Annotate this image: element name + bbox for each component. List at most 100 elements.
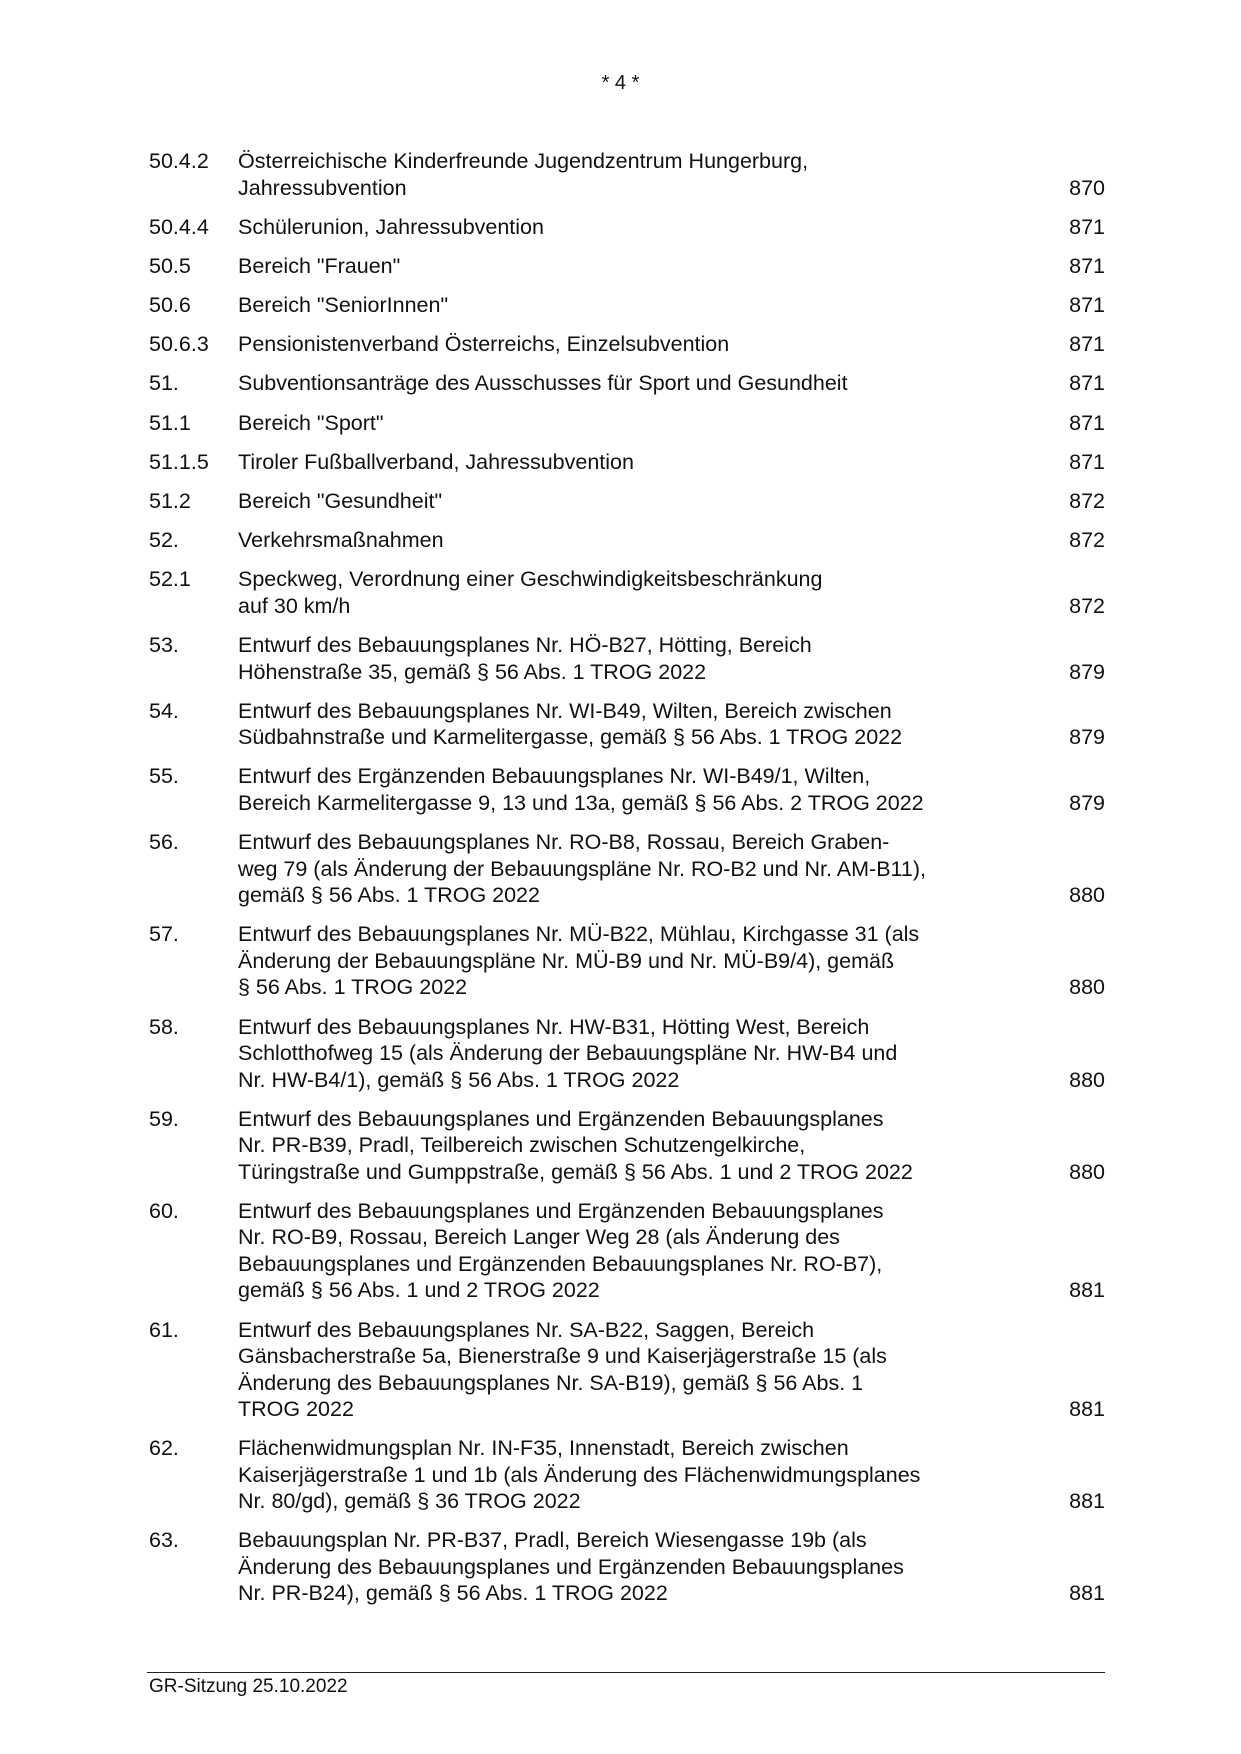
entry-page: 879 (1069, 790, 1105, 815)
entry-number: 54. (149, 698, 179, 723)
entry-title-line: gemäß § 56 Abs. 1 und 2 TROG 2022 (238, 1278, 600, 1303)
entry-title-line: Jahressubvention (238, 175, 407, 200)
entry-number: 50.6 (149, 293, 191, 318)
entry-title-line: Bereich Karmelitergasse 9, 13 und 13a, g… (238, 790, 924, 815)
page-number-header: * 4 * (601, 72, 640, 94)
entry-page: 871 (1069, 410, 1105, 435)
entry-title-line: Nr. PR-B39, Pradl, Teilbereich zwischen … (238, 1133, 806, 1158)
entry-title: Entwurf des Bebauungsplanes Nr. MÜ-B22, … (238, 921, 1045, 1001)
entry-title-line: TROG 2022 (238, 1397, 354, 1422)
toc-entry: 51. Subventionsanträge des Ausschusses fü… (149, 370, 1105, 397)
entry-title: Pensionistenverband Österreichs, Einzels… (238, 331, 1045, 358)
entry-title-line: Entwurf des Bebauungsplanes Nr. MÜ-B22, … (238, 922, 920, 947)
entry-number: 50.5 (149, 253, 191, 278)
entry-title: Tiroler Fußballverband, Jahressubvention (238, 449, 1045, 476)
entry-title: Flächenwidmungsplan Nr. IN-F35, Innensta… (238, 1435, 1045, 1515)
entry-title-line: Bereich "Gesundheit" (238, 489, 443, 513)
entry-page: 872 (1069, 528, 1105, 553)
entry-title-line: Flächenwidmungsplan Nr. IN-F35, Innensta… (238, 1436, 849, 1461)
entry-title: Entwurf des Bebauungsplanes Nr. HW-B31, … (238, 1014, 1045, 1094)
entry-title-line: Bebauungsplan Nr. PR-B37, Pradl, Bereich… (238, 1528, 867, 1553)
toc-entry: 50.4.4 Schülerunion, Jahressubvention 871 (149, 214, 1105, 241)
entry-number: 51.1.5 (149, 449, 209, 474)
entry-title-line: Tiroler Fußballverband, Jahressubvention (238, 449, 634, 474)
entry-title: Entwurf des Bebauungsplanes Nr. RO-B8, R… (238, 829, 1045, 909)
entry-page: 880 (1069, 1067, 1105, 1092)
entry-title: Bereich "Frauen" (238, 253, 1045, 280)
entry-title-line: Subventionsanträge des Ausschusses für S… (238, 371, 848, 396)
entry-title: Bebauungsplan Nr. PR-B37, Pradl, Bereich… (238, 1527, 1045, 1607)
entry-number: 62. (149, 1436, 179, 1461)
toc-entry: 50.4.2 Österreichische Kinderfreunde Juge… (149, 148, 1105, 201)
entry-number: 52.1 (149, 567, 191, 592)
entry-page: 872 (1069, 489, 1105, 513)
entry-number: 50.4.4 (149, 214, 209, 239)
entry-title-line: Nr. RO-B9, Rossau, Bereich Langer Weg 28… (238, 1225, 840, 1250)
entry-title-line: Entwurf des Bebauungsplanes Nr. RO-B8, R… (238, 830, 890, 855)
entry-title-line: Änderung des Bebauungsplanes Nr. SA-B19)… (238, 1370, 864, 1395)
toc-entry: 63. Bebauungsplan Nr. PR-B37, Pradl, Bere… (149, 1527, 1105, 1607)
toc-entry: 51.2 Bereich "Gesundheit" 872 (149, 488, 1105, 515)
entry-title: Entwurf des Bebauungsplanes Nr. HÖ-B27, … (238, 632, 1045, 685)
entry-title-line: Bebauungsplanes und Ergänzenden Bebauung… (238, 1251, 883, 1276)
toc-entry: 59. Entwurf des Bebauungsplanes und Ergän… (149, 1106, 1105, 1186)
entry-title-line: Entwurf des Bebauungsplanes und Ergänzen… (238, 1198, 884, 1223)
entry-number: 56. (149, 830, 179, 855)
entry-title-line: Höhenstraße 35, gemäß § 56 Abs. 1 TROG 2… (238, 659, 707, 684)
entry-page: 881 (1069, 1397, 1105, 1422)
entry-page: 881 (1069, 1489, 1105, 1514)
entry-title: Österreichische Kinderfreunde Jugendzent… (238, 148, 1045, 201)
entry-number: 61. (149, 1317, 179, 1342)
entry-number: 60. (149, 1198, 179, 1223)
entry-number: 57. (149, 922, 179, 947)
entry-title-line: Änderung der Bebauungspläne Nr. MÜ-B9 un… (238, 948, 895, 973)
entry-title-line: weg 79 (als Änderung der Bebauungspläne … (238, 856, 926, 881)
entry-page: 871 (1069, 371, 1105, 396)
entry-title-line: Änderung des Bebauungsplanes und Ergänze… (238, 1554, 904, 1579)
toc-entry: 58. Entwurf des Bebauungsplanes Nr. HW-B3… (149, 1014, 1105, 1094)
entry-page: 871 (1069, 332, 1105, 357)
entry-page: 872 (1069, 593, 1105, 618)
entry-title-line: Bereich "Frauen" (238, 253, 401, 278)
entry-title-line: gemäß § 56 Abs. 1 TROG 2022 (238, 883, 540, 908)
entry-title-line: Nr. PR-B24), gemäß § 56 Abs. 1 TROG 2022 (238, 1581, 668, 1606)
entry-number: 58. (149, 1014, 179, 1039)
entry-title-line: Schlotthofweg 15 (als Änderung der Bebau… (238, 1041, 898, 1065)
toc-entry: 51.1.5 Tiroler Fußballverband, Jahressubv… (149, 449, 1105, 476)
entry-number: 50.6.3 (149, 332, 209, 357)
entry-page: 871 (1069, 293, 1105, 318)
entry-title: Entwurf des Bebauungsplanes und Ergänzen… (238, 1198, 1045, 1304)
entry-title-line: § 56 Abs. 1 TROG 2022 (238, 975, 468, 1000)
entry-title-line: Entwurf des Bebauungsplanes und Ergänzen… (238, 1106, 884, 1131)
entry-title-line: Entwurf des Bebauungsplanes Nr. HÖ-B27, … (238, 633, 812, 658)
entry-page: 871 (1069, 214, 1105, 239)
entry-number: 51. (149, 371, 179, 396)
entry-number: 55. (149, 764, 179, 789)
toc-entry: 62. Flächenwidmungsplan Nr. IN-F35, Innen… (149, 1435, 1105, 1515)
footer-text: GR-Sitzung 25.10.2022 (149, 1676, 348, 1697)
entry-title: Schülerunion, Jahressubvention (238, 214, 1045, 241)
toc-entry: 50.6 Bereich "SeniorInnen" 871 (149, 292, 1105, 319)
entry-title: Bereich "SeniorInnen" (238, 292, 1045, 319)
entry-title: Bereich "Sport" (238, 410, 1045, 437)
entry-page: 879 (1069, 725, 1105, 750)
entry-title-line: Südbahnstraße und Karmelitergasse, gemäß… (238, 725, 903, 750)
entry-title-line: Bereich "Sport" (238, 410, 384, 435)
toc-entry: 52.1 Speckweg, Verordnung einer Geschwind… (149, 566, 1105, 619)
entry-title-line: Speckweg, Verordnung einer Geschwindigke… (238, 567, 823, 592)
entry-title: Entwurf des Bebauungsplanes und Ergänzen… (238, 1106, 1045, 1186)
entry-page: 870 (1069, 175, 1105, 200)
entry-title-line: Entwurf des Bebauungsplanes Nr. HW-B31, … (238, 1014, 870, 1039)
entry-title-line: Pensionistenverband Österreichs, Einzels… (238, 332, 730, 357)
entry-title-line: auf 30 km/h (238, 593, 351, 618)
entry-title-line: Schülerunion, Jahressubvention (238, 214, 544, 239)
entry-page: 879 (1069, 659, 1105, 684)
entry-title: Speckweg, Verordnung einer Geschwindigke… (238, 566, 1045, 619)
entry-title-line: Kaiserjägerstraße 1 und 1b (als Änderung… (238, 1462, 921, 1487)
toc-entry: 52. Verkehrsmaßnahmen 872 (149, 527, 1105, 554)
entry-title-line: Türingstraße und Gumppstraße, gemäß § 56… (238, 1159, 913, 1184)
entry-title-line: Verkehrsmaßnahmen (238, 528, 444, 553)
entry-title: Entwurf des Bebauungsplanes Nr. SA-B22, … (238, 1317, 1045, 1423)
footer-divider (147, 1672, 1105, 1673)
toc-entry: 51.1 Bereich "Sport" 871 (149, 410, 1105, 437)
